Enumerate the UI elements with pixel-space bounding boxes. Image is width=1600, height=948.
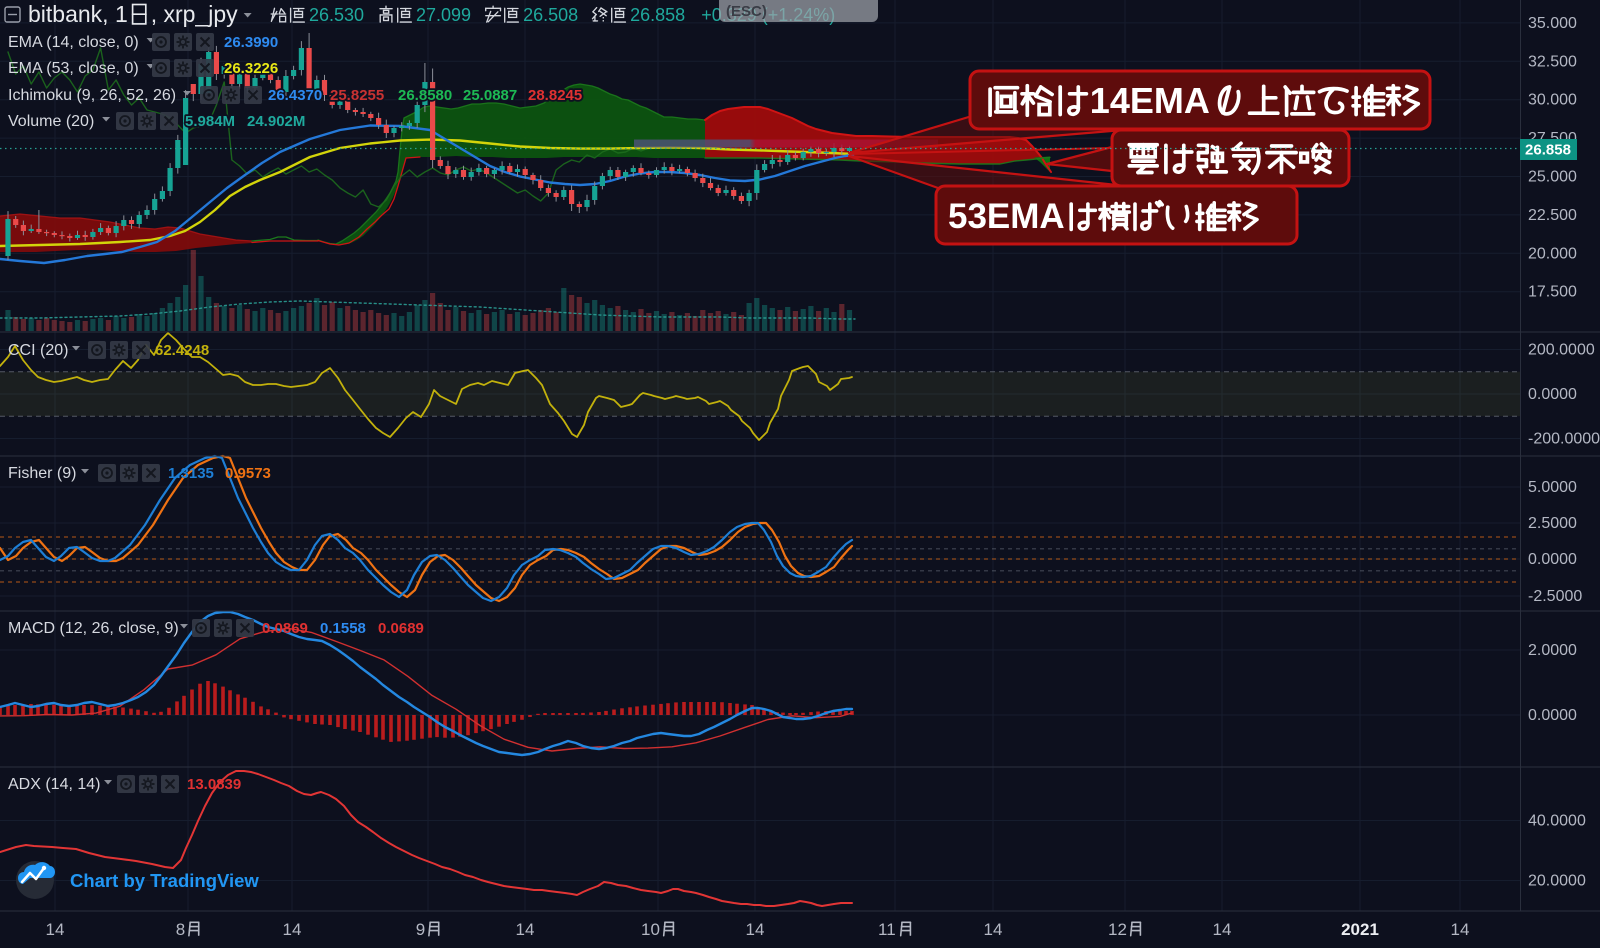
svg-text:-2.5000: -2.5000 xyxy=(1528,588,1582,605)
svg-text:35.000: 35.000 xyxy=(1528,15,1577,32)
svg-text:26.508: 26.508 xyxy=(523,5,578,25)
svg-text:27.099: 27.099 xyxy=(416,5,471,25)
svg-text:25.8255: 25.8255 xyxy=(330,87,384,104)
svg-text:62.4248: 62.4248 xyxy=(155,342,209,359)
svg-text:Chart by TradingView: Chart by TradingView xyxy=(70,870,259,891)
svg-text:10: 10 xyxy=(641,920,660,939)
svg-text:5.984M: 5.984M xyxy=(185,113,235,130)
svg-text:EMA (53, close, 0): EMA (53, close, 0) xyxy=(8,60,139,77)
svg-text:(ESC): (ESC) xyxy=(726,3,767,20)
svg-text:14: 14 xyxy=(283,920,302,939)
svg-text:26.530: 26.530 xyxy=(309,5,364,25)
svg-text:1.3135: 1.3135 xyxy=(168,465,214,482)
svg-text:0.1558: 0.1558 xyxy=(320,620,366,637)
svg-text:13.0839: 13.0839 xyxy=(187,776,241,793)
svg-text:14: 14 xyxy=(1213,920,1232,939)
svg-text:20.0000: 20.0000 xyxy=(1528,873,1586,890)
svg-text:30.000: 30.000 xyxy=(1528,92,1577,109)
svg-text:Volume (20): Volume (20) xyxy=(8,113,94,130)
svg-text:Fisher (9): Fisher (9) xyxy=(8,465,76,482)
svg-text:20.000: 20.000 xyxy=(1528,245,1577,262)
svg-text:17.500: 17.500 xyxy=(1528,284,1577,301)
svg-text:2.0000: 2.0000 xyxy=(1528,642,1577,659)
svg-text:14: 14 xyxy=(516,920,535,939)
svg-text:2021: 2021 xyxy=(1341,920,1379,939)
svg-text:26.4370: 26.4370 xyxy=(268,87,322,104)
svg-text:bitbank, 1: bitbank, 1 xyxy=(28,1,128,27)
svg-text:22.500: 22.500 xyxy=(1528,207,1577,224)
svg-text:0.9573: 0.9573 xyxy=(225,465,271,482)
svg-text:EMA (14, close, 0): EMA (14, close, 0) xyxy=(8,34,139,51)
svg-text:40.0000: 40.0000 xyxy=(1528,813,1586,830)
svg-text:ADX (14, 14): ADX (14, 14) xyxy=(8,776,100,793)
svg-text:26.3990: 26.3990 xyxy=(224,34,278,51)
svg-text:14: 14 xyxy=(46,920,65,939)
svg-text:26.858: 26.858 xyxy=(630,5,685,25)
svg-text:26.3226: 26.3226 xyxy=(224,60,278,77)
svg-text:2.5000: 2.5000 xyxy=(1528,515,1577,532)
svg-text:25.0887: 25.0887 xyxy=(463,87,517,104)
svg-text:53EMA: 53EMA xyxy=(948,197,1065,236)
svg-text:9: 9 xyxy=(416,920,425,939)
svg-text:26.858: 26.858 xyxy=(1525,142,1571,159)
svg-text:12: 12 xyxy=(1108,920,1127,939)
svg-text:26.8580: 26.8580 xyxy=(398,87,452,104)
svg-text:14EMA: 14EMA xyxy=(1090,80,1210,121)
svg-text:0.0689: 0.0689 xyxy=(378,620,424,637)
svg-text:0.0000: 0.0000 xyxy=(1528,386,1577,403)
svg-text:Ichimoku (9, 26, 52, 26): Ichimoku (9, 26, 52, 26) xyxy=(8,87,176,104)
svg-text:0.0000: 0.0000 xyxy=(1528,707,1577,724)
svg-text:14: 14 xyxy=(746,920,765,939)
svg-text:11: 11 xyxy=(878,920,896,939)
svg-text:-200.0000: -200.0000 xyxy=(1528,431,1600,448)
svg-text:MACD (12, 26, close, 9): MACD (12, 26, close, 9) xyxy=(8,620,179,637)
svg-text:, xrp_jpy: , xrp_jpy xyxy=(151,1,238,27)
svg-text:0.0000: 0.0000 xyxy=(1528,551,1577,568)
svg-text:0.0869: 0.0869 xyxy=(262,620,308,637)
svg-text:28.8245: 28.8245 xyxy=(528,87,582,104)
svg-text:8: 8 xyxy=(176,920,185,939)
svg-text:14: 14 xyxy=(1451,920,1470,939)
svg-text:14: 14 xyxy=(984,920,1003,939)
svg-text:24.902M: 24.902M xyxy=(247,113,305,130)
svg-text:CCI (20): CCI (20) xyxy=(8,342,68,359)
svg-text:32.500: 32.500 xyxy=(1528,53,1577,70)
svg-text:25.000: 25.000 xyxy=(1528,169,1577,186)
svg-text:5.0000: 5.0000 xyxy=(1528,479,1577,496)
svg-text:200.0000: 200.0000 xyxy=(1528,342,1595,359)
